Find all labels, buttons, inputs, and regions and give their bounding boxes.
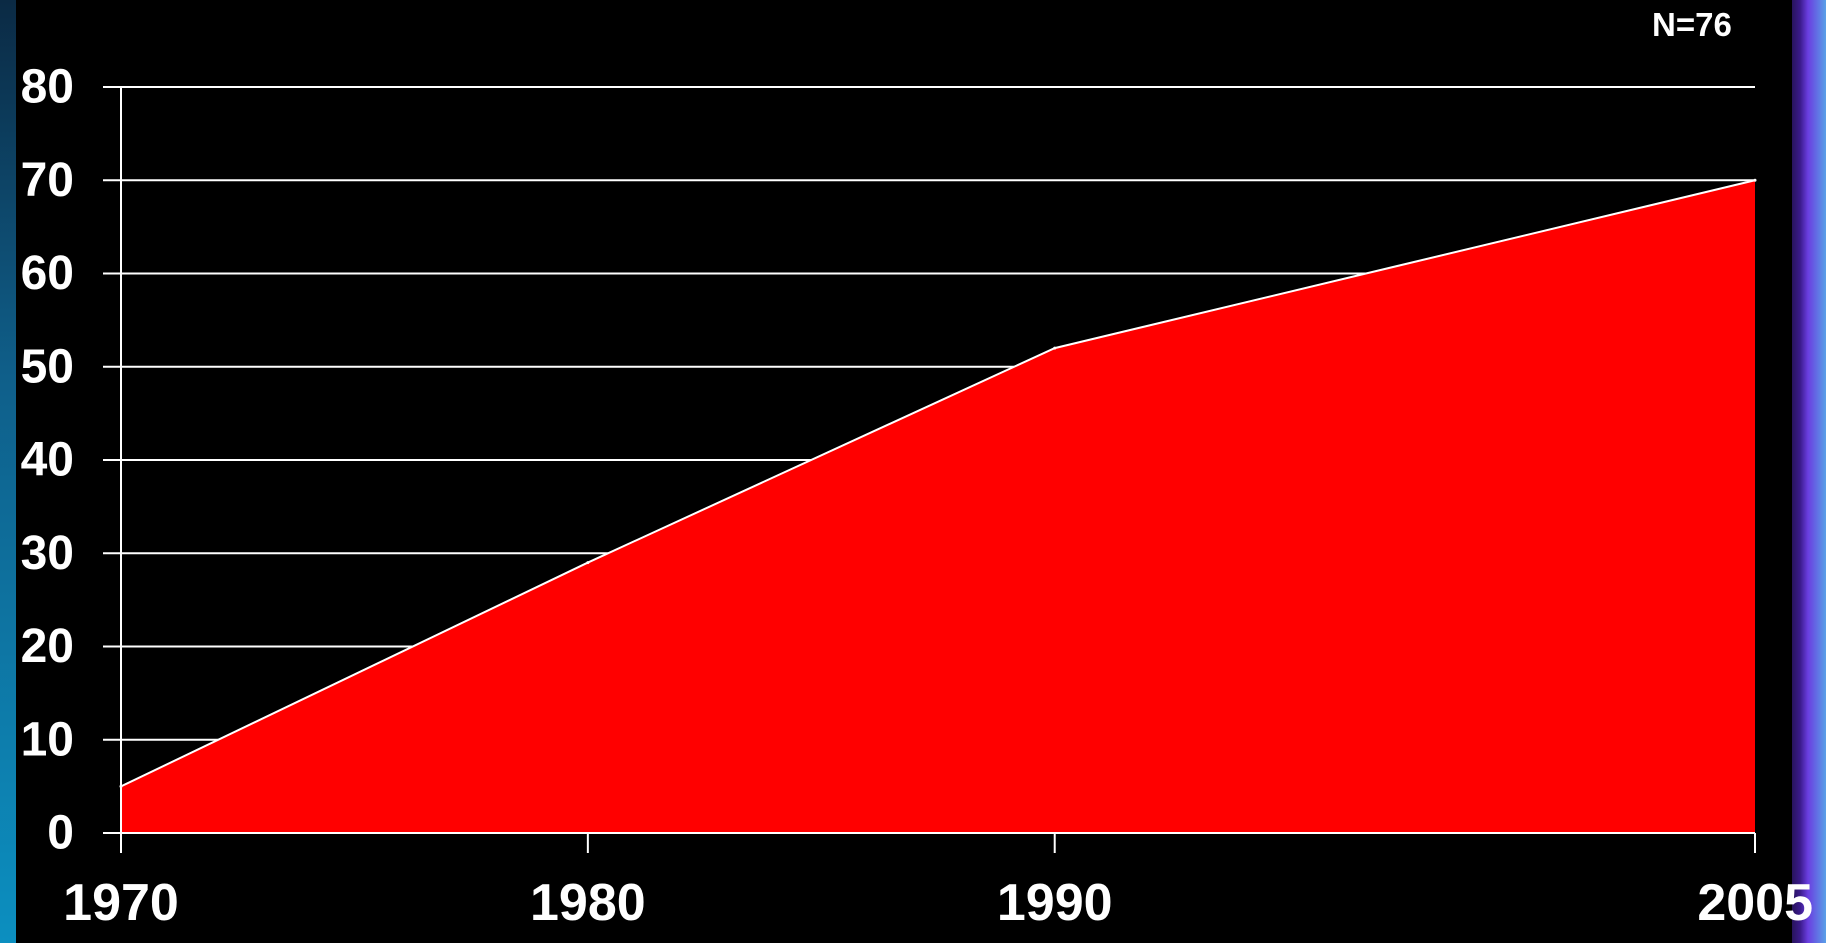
y-tick-label: 50 xyxy=(21,340,74,393)
y-tick-label: 40 xyxy=(21,434,74,487)
area-top-line xyxy=(120,179,1756,788)
right-edge-decoration xyxy=(1786,0,1826,943)
y-tick-label: 60 xyxy=(21,247,74,300)
y-tick-label: 20 xyxy=(21,620,74,673)
x-tick-label: 2005 xyxy=(1697,874,1813,932)
tick-labels: 0 10 20 30 40 50 60 70 80 1970 1980 1990 2005 xyxy=(21,61,1813,933)
y-tick-label: 30 xyxy=(21,527,74,580)
area-series xyxy=(119,178,1757,833)
data-point xyxy=(1753,178,1757,182)
left-edge-decoration xyxy=(0,0,20,943)
sample-size-note: N=76 xyxy=(1652,6,1732,43)
axes xyxy=(120,87,1756,853)
x-tick-label: 1980 xyxy=(530,874,646,932)
x-tick-label: 1970 xyxy=(63,874,179,932)
y-tick-label: 0 xyxy=(47,807,74,860)
data-point xyxy=(1053,346,1057,350)
y-tick-label: 70 xyxy=(21,154,74,207)
y-tick-label: 10 xyxy=(21,713,74,766)
area-fill xyxy=(121,180,1755,833)
y-tick-label: 80 xyxy=(21,61,74,114)
data-point xyxy=(586,561,590,565)
x-tick-label: 1990 xyxy=(997,874,1113,932)
